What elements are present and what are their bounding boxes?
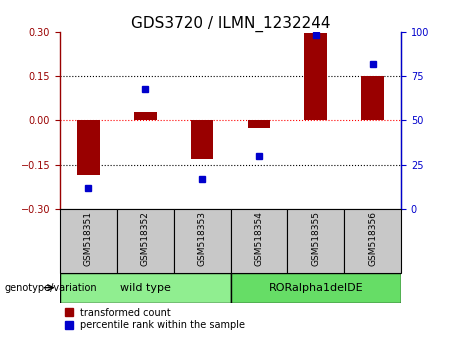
Text: genotype/variation: genotype/variation xyxy=(5,282,97,293)
Bar xyxy=(361,76,384,120)
Text: GSM518351: GSM518351 xyxy=(84,211,93,266)
Text: GSM518353: GSM518353 xyxy=(198,211,207,266)
Bar xyxy=(134,112,157,120)
Bar xyxy=(304,33,327,120)
Text: GSM518354: GSM518354 xyxy=(254,211,263,266)
Bar xyxy=(230,209,287,273)
Text: wild type: wild type xyxy=(120,282,171,293)
Bar xyxy=(191,120,213,159)
Bar xyxy=(117,209,174,273)
Bar xyxy=(77,120,100,175)
Bar xyxy=(344,209,401,273)
Text: RORalpha1delDE: RORalpha1delDE xyxy=(268,282,363,293)
Text: GSM518355: GSM518355 xyxy=(311,211,320,266)
Title: GDS3720 / ILMN_1232244: GDS3720 / ILMN_1232244 xyxy=(131,16,330,32)
Bar xyxy=(60,273,230,303)
Text: GSM518352: GSM518352 xyxy=(141,211,150,266)
Legend: transformed count, percentile rank within the sample: transformed count, percentile rank withi… xyxy=(65,308,245,330)
Text: GSM518356: GSM518356 xyxy=(368,211,377,266)
Bar xyxy=(248,120,270,128)
Bar xyxy=(60,209,117,273)
Bar xyxy=(287,209,344,273)
Bar xyxy=(174,209,230,273)
Bar xyxy=(230,273,401,303)
